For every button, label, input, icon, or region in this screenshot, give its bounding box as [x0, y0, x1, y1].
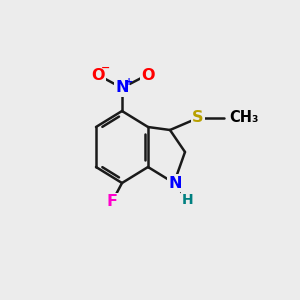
- Text: +: +: [125, 77, 133, 87]
- Text: CH₃: CH₃: [229, 110, 258, 125]
- Text: O: O: [91, 68, 105, 82]
- Text: S: S: [192, 110, 204, 125]
- Text: N: N: [168, 176, 182, 190]
- Text: −: −: [101, 63, 111, 73]
- Text: N: N: [115, 80, 129, 95]
- Text: F: F: [106, 194, 118, 209]
- Text: H: H: [182, 193, 194, 207]
- Text: O: O: [141, 68, 155, 82]
